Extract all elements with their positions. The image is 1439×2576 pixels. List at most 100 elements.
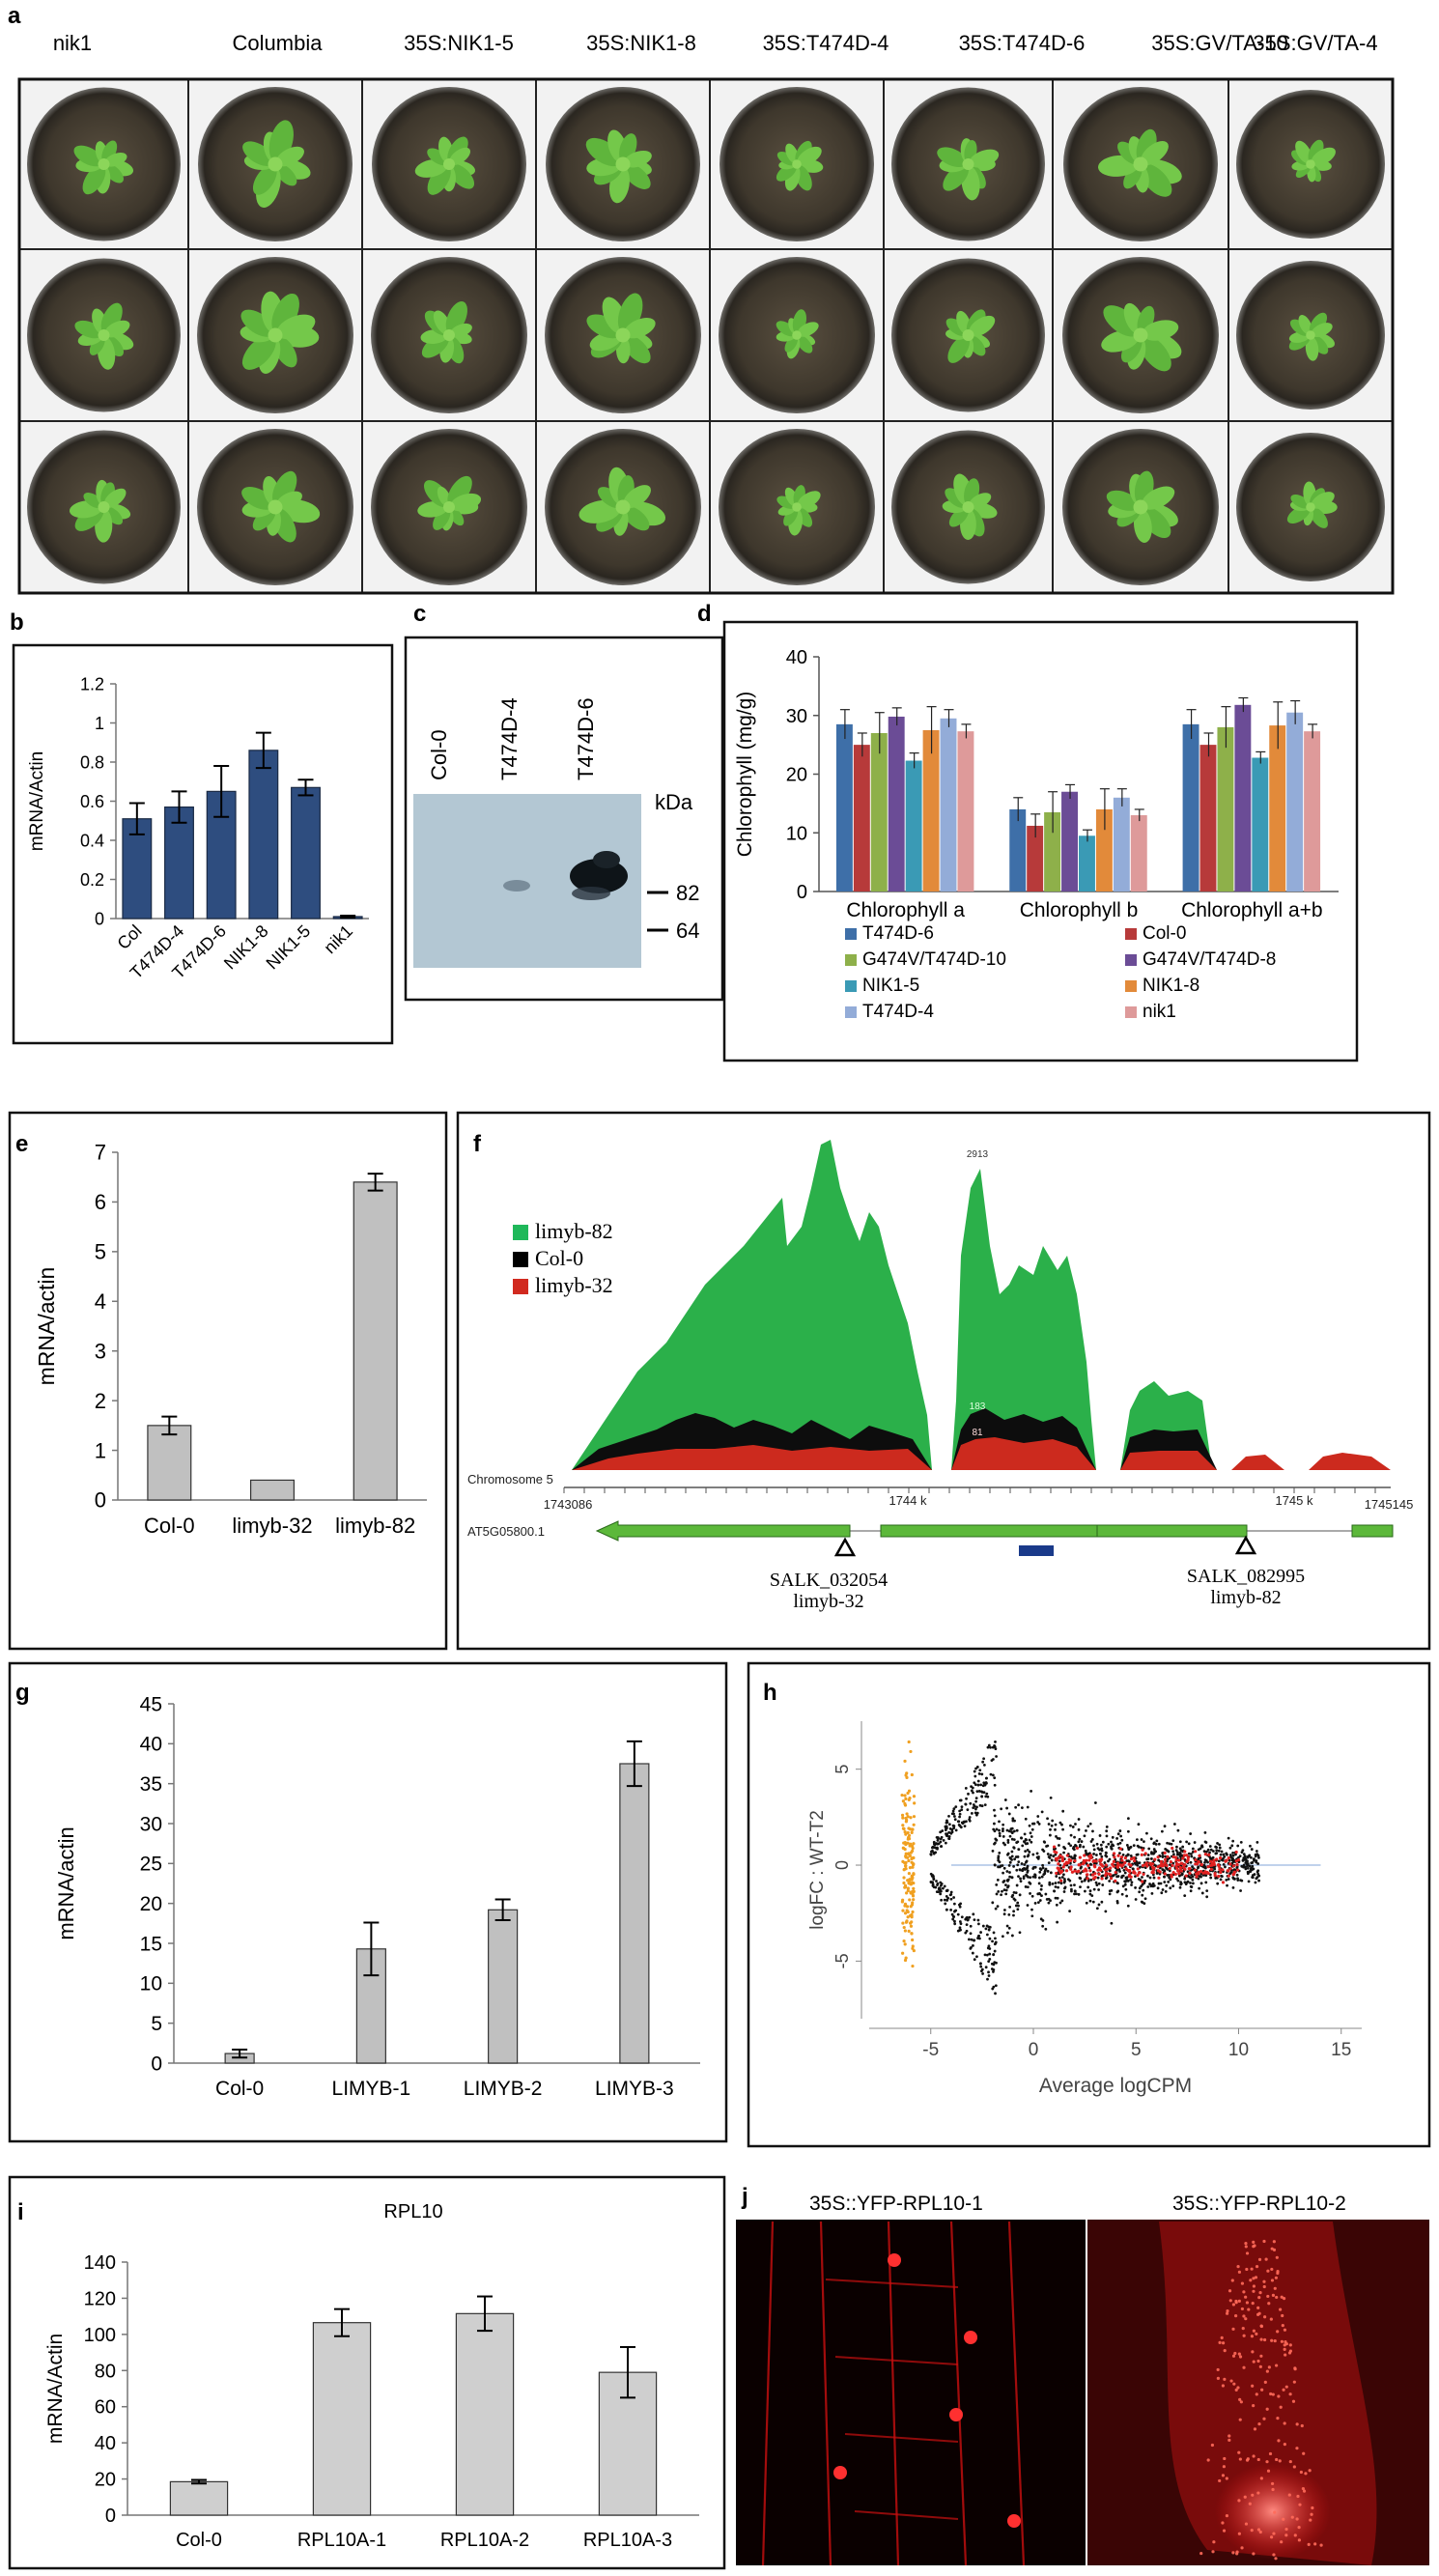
point-de-gene bbox=[1148, 1861, 1152, 1865]
point-zero-count bbox=[906, 1791, 910, 1796]
point-gene bbox=[1029, 1892, 1031, 1895]
rosette-leaf bbox=[103, 506, 124, 525]
point-gene bbox=[1049, 1854, 1053, 1857]
point-gene bbox=[1171, 1839, 1175, 1843]
fluorescent-dot bbox=[1270, 2535, 1274, 2539]
cell-wall bbox=[761, 2221, 775, 2566]
point-zero-count bbox=[903, 1803, 908, 1807]
point-gene bbox=[1123, 1871, 1127, 1875]
bar-RPL10A-1 bbox=[312, 2322, 372, 2516]
point-gene bbox=[1126, 1854, 1130, 1856]
point-gene bbox=[1255, 1859, 1258, 1862]
point-de-gene bbox=[1114, 1870, 1117, 1875]
point-zero-count bbox=[907, 1852, 911, 1855]
point-gene bbox=[1055, 1834, 1058, 1838]
point-gene bbox=[944, 1902, 947, 1906]
point-gene bbox=[1119, 1834, 1123, 1838]
point-gene bbox=[1134, 1898, 1138, 1901]
point-gene bbox=[1105, 1834, 1109, 1838]
point-gene bbox=[1231, 1857, 1235, 1860]
point-gene bbox=[1138, 1890, 1142, 1894]
fluorescent-dot bbox=[1301, 2486, 1305, 2491]
point-gene bbox=[1005, 1828, 1009, 1832]
point-de-gene bbox=[1212, 1858, 1216, 1862]
point-gene bbox=[1002, 1827, 1004, 1830]
point-zero-count bbox=[905, 1818, 909, 1822]
rosette-leaf bbox=[784, 335, 799, 353]
point-gene bbox=[973, 1781, 976, 1785]
point-gene bbox=[1163, 1869, 1167, 1873]
point-gene bbox=[1115, 1882, 1119, 1884]
point-gene bbox=[953, 1815, 956, 1818]
point-de-gene bbox=[1091, 1859, 1095, 1863]
fluorescent-dot bbox=[1252, 2454, 1256, 2458]
point-gene bbox=[1010, 1876, 1014, 1880]
point-zero-count bbox=[907, 1872, 911, 1876]
point-de-gene bbox=[1182, 1865, 1186, 1869]
fluorescent-dot bbox=[1235, 2550, 1239, 2554]
point-gene bbox=[993, 1744, 996, 1747]
point-gene bbox=[1037, 1876, 1041, 1880]
point-gene bbox=[1124, 1887, 1128, 1891]
point-gene bbox=[969, 1924, 973, 1928]
point-gene bbox=[1072, 1848, 1076, 1852]
point-de-gene bbox=[1132, 1870, 1136, 1874]
point-gene bbox=[1015, 1841, 1019, 1845]
rosette-leaf bbox=[1310, 507, 1328, 528]
point-gene bbox=[1092, 1848, 1096, 1852]
point-gene bbox=[1197, 1877, 1200, 1881]
point-de-gene bbox=[1141, 1880, 1144, 1883]
point-gene bbox=[986, 1745, 990, 1749]
fluorescent-dot bbox=[1250, 2529, 1254, 2533]
point-gene bbox=[1096, 1847, 1100, 1851]
point-zero-count bbox=[907, 1836, 912, 1841]
fluorescent-dot bbox=[1293, 2534, 1297, 2537]
y-axis-title: mRNA/actin bbox=[34, 1267, 59, 1386]
point-gene bbox=[1070, 1887, 1073, 1891]
rosette-leaf bbox=[943, 163, 970, 191]
point-de-gene bbox=[1083, 1854, 1086, 1857]
point-gene bbox=[974, 1807, 977, 1811]
point-gene bbox=[1222, 1863, 1226, 1866]
point-gene bbox=[1016, 1908, 1020, 1911]
point-gene bbox=[1143, 1879, 1147, 1882]
point-gene bbox=[1030, 1908, 1033, 1911]
bar-T474D-6-1 bbox=[1009, 808, 1027, 892]
point-gene bbox=[989, 1772, 993, 1776]
point-gene bbox=[1143, 1902, 1146, 1906]
legend-label-NIK1-5: NIK1-5 bbox=[862, 976, 919, 996]
point-gene bbox=[1003, 1843, 1006, 1847]
point-gene bbox=[1029, 1876, 1032, 1880]
y-tick-label: 40 bbox=[140, 1734, 162, 1756]
point-gene bbox=[998, 1828, 1001, 1832]
x-tick-label-1: LIMYB-1 bbox=[332, 2078, 411, 2100]
point-gene bbox=[1209, 1876, 1213, 1880]
fluorescent-dot bbox=[1297, 2538, 1302, 2542]
point-gene bbox=[1000, 1893, 1002, 1897]
fluorescent-dot bbox=[1232, 2382, 1236, 2386]
point-gene bbox=[968, 1818, 972, 1822]
rosette-leaf bbox=[89, 335, 105, 355]
point-gene bbox=[1036, 1821, 1040, 1824]
point-gene bbox=[1126, 1904, 1130, 1908]
point-de-gene bbox=[1227, 1869, 1230, 1873]
point-de-gene bbox=[1209, 1867, 1213, 1872]
point-gene bbox=[1047, 1901, 1051, 1905]
point-gene bbox=[1009, 1827, 1013, 1830]
fluorescent-dot bbox=[1256, 2306, 1260, 2309]
fluorescent-dot bbox=[1234, 2301, 1238, 2305]
panel-h-frame bbox=[747, 1661, 1431, 2148]
fluorescent-dot bbox=[1295, 2447, 1299, 2450]
point-gene bbox=[991, 1773, 995, 1777]
point-gene bbox=[1255, 1850, 1258, 1853]
point-gene bbox=[1175, 1851, 1179, 1854]
point-de-gene bbox=[1114, 1879, 1117, 1882]
point-gene bbox=[1172, 1823, 1176, 1826]
point-de-gene bbox=[1064, 1869, 1069, 1873]
point-gene bbox=[1036, 1815, 1040, 1818]
fluorescent-dot bbox=[1259, 2324, 1263, 2328]
band-t474d-6-smear bbox=[572, 887, 610, 900]
fluorescent-dot bbox=[1216, 2367, 1220, 2372]
point-de-gene bbox=[1085, 1873, 1089, 1877]
